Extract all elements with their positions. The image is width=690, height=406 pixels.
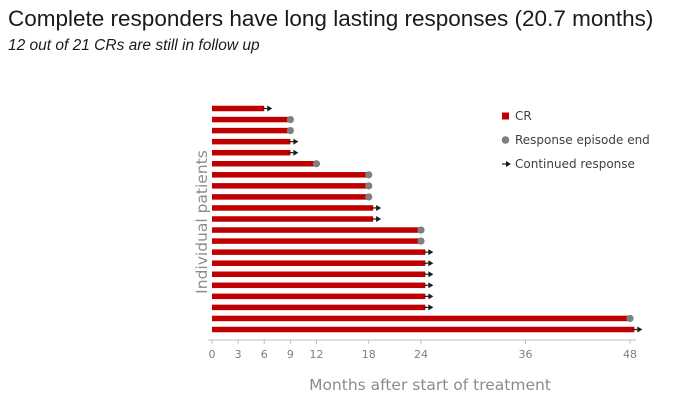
continued-arrow-17 (428, 282, 434, 289)
response-end-dot-9 (365, 193, 373, 201)
x-tick-label-9: 9 (287, 348, 294, 361)
continued-arrow-19 (428, 304, 434, 311)
response-end-dot-8 (365, 182, 373, 190)
x-tick-label-3: 3 (235, 348, 242, 361)
patient-bar-20 (212, 315, 630, 322)
continued-arrow-14 (428, 249, 434, 256)
patient-bar-5 (212, 149, 291, 156)
continued-arrow-16 (428, 271, 434, 278)
response-end-dot-12 (417, 226, 425, 234)
legend-episode-end-dot (501, 136, 510, 144)
y-axis-label: Individual patients (193, 150, 211, 294)
response-end-dot-2 (286, 115, 294, 124)
patient-bar-12 (212, 227, 421, 233)
x-axis: 0 3 6 9 12 18 24 36 48 (208, 339, 637, 361)
legend-label-2: Response episode end (515, 133, 650, 147)
x-tick-label-48: 48 (623, 348, 637, 361)
patient-bar-1 (212, 105, 265, 112)
patient-bar-7 (212, 172, 369, 178)
response-end-dot-3 (286, 127, 294, 135)
continued-arrow-11 (376, 216, 382, 222)
legend-label-1: CR (515, 109, 532, 123)
continued-arrow-1 (267, 105, 273, 112)
patient-bar-15 (212, 260, 426, 266)
patient-bar-18 (212, 293, 426, 300)
x-tick-label-6: 6 (261, 348, 268, 361)
patient-bar-11 (212, 216, 374, 222)
legend-continued-arrow (506, 161, 511, 167)
patient-bar-2 (212, 116, 291, 123)
x-tick-label-24: 24 (414, 348, 428, 361)
legend-cr-swatch (502, 112, 509, 120)
legend: CR Response episode end Continued response (501, 109, 650, 171)
patient-bar-4 (212, 138, 291, 145)
patient-bar-16 (212, 271, 426, 277)
response-end-dot-7 (365, 171, 373, 179)
continued-arrow-4 (293, 138, 299, 145)
continued-arrow-21 (637, 326, 643, 333)
response-end-dot-20 (626, 314, 634, 323)
bars-group (212, 105, 643, 333)
patient-bar-9 (212, 194, 369, 200)
patient-bar-21 (212, 326, 635, 333)
x-tick-label-12: 12 (310, 348, 324, 361)
continued-arrow-5 (293, 149, 299, 156)
patient-bar-10 (212, 205, 374, 211)
page-subtitle: 12 out of 21 CRs are still in follow up (8, 37, 260, 54)
patient-bar-14 (212, 249, 426, 255)
continued-arrow-10 (376, 204, 382, 211)
patient-bar-3 (212, 127, 291, 134)
x-tick-label-36: 36 (519, 348, 533, 361)
x-axis-label: Months after start of treatment (309, 376, 551, 394)
legend-label-3: Continued response (515, 157, 635, 171)
patient-bar-13 (212, 238, 421, 244)
x-tick-label-18: 18 (362, 348, 376, 361)
response-end-dot-13 (417, 237, 425, 245)
continued-arrow-18 (428, 293, 434, 300)
patient-bar-6 (212, 161, 317, 167)
page-title: Complete responders have long lasting re… (8, 6, 654, 31)
x-tick-label-0: 0 (209, 348, 216, 361)
patient-bar-19 (212, 304, 426, 311)
patient-bar-8 (212, 183, 369, 189)
patient-bar-17 (212, 282, 426, 289)
response-end-dot-6 (312, 160, 321, 168)
continued-arrow-15 (428, 260, 434, 267)
